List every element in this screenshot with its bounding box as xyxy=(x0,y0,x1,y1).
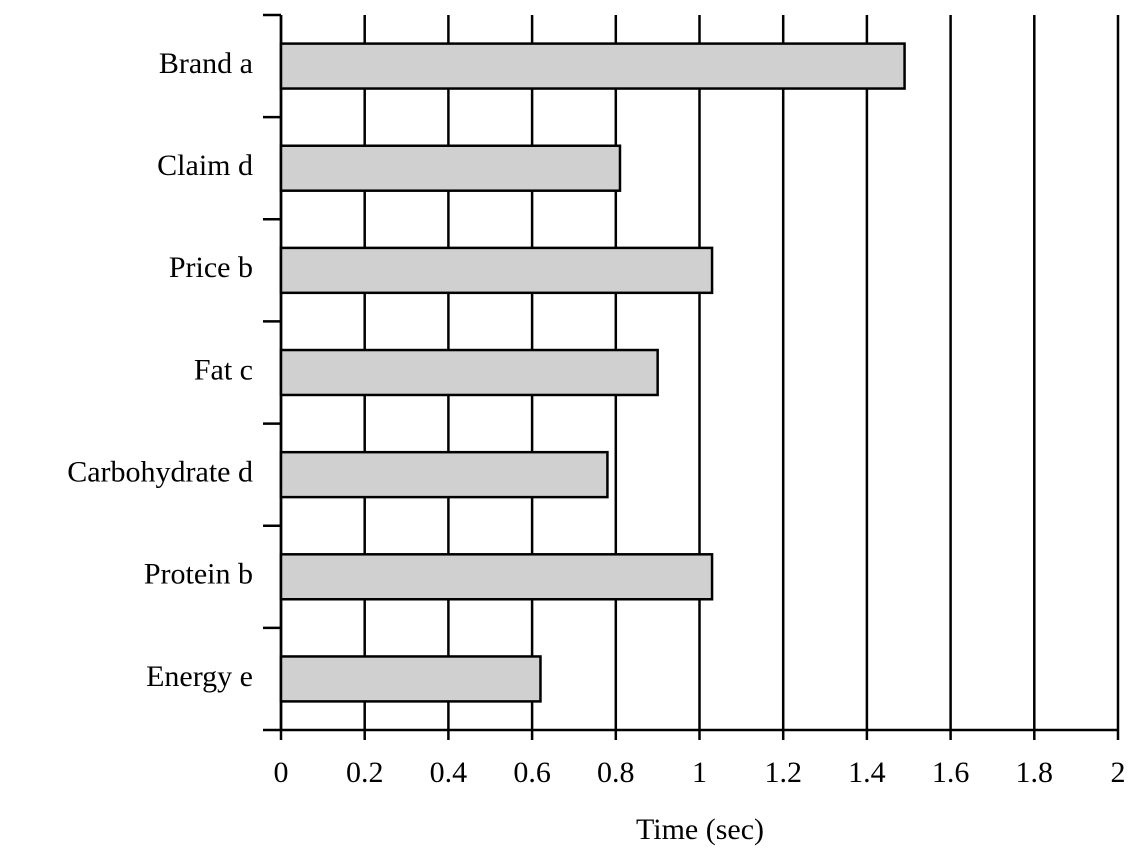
y-tick-label: Brand a xyxy=(159,47,253,80)
y-tick-label: Claim d xyxy=(157,149,253,182)
x-axis-label: Time (sec) xyxy=(636,813,764,846)
y-tick-label: Fat c xyxy=(194,353,253,386)
x-tick-label: 1.2 xyxy=(764,756,802,789)
x-tick-label: 0.4 xyxy=(430,756,468,789)
bar xyxy=(279,348,659,397)
y-tick-label: Energy e xyxy=(146,660,253,693)
bar xyxy=(279,450,609,499)
x-tick-label: 1.8 xyxy=(1016,756,1054,789)
x-tick-label: 0.2 xyxy=(346,756,384,789)
x-tick-label: 2 xyxy=(1111,756,1126,789)
y-tick-label: Protein b xyxy=(144,558,253,591)
y-tick-label: Carbohydrate d xyxy=(67,456,253,489)
x-tick-label: 0 xyxy=(274,756,289,789)
bar xyxy=(279,246,714,295)
x-tick-label: 1 xyxy=(692,756,707,789)
bar xyxy=(279,553,714,601)
x-tick-label: 1.4 xyxy=(848,756,886,789)
bar xyxy=(279,144,622,192)
x-tick-label: 0.8 xyxy=(597,756,635,789)
bar xyxy=(279,42,906,90)
bar xyxy=(279,655,542,703)
x-tick-label: 0.6 xyxy=(513,756,551,789)
x-tick-label: 1.6 xyxy=(932,756,970,789)
y-tick-label: Price b xyxy=(169,251,253,284)
